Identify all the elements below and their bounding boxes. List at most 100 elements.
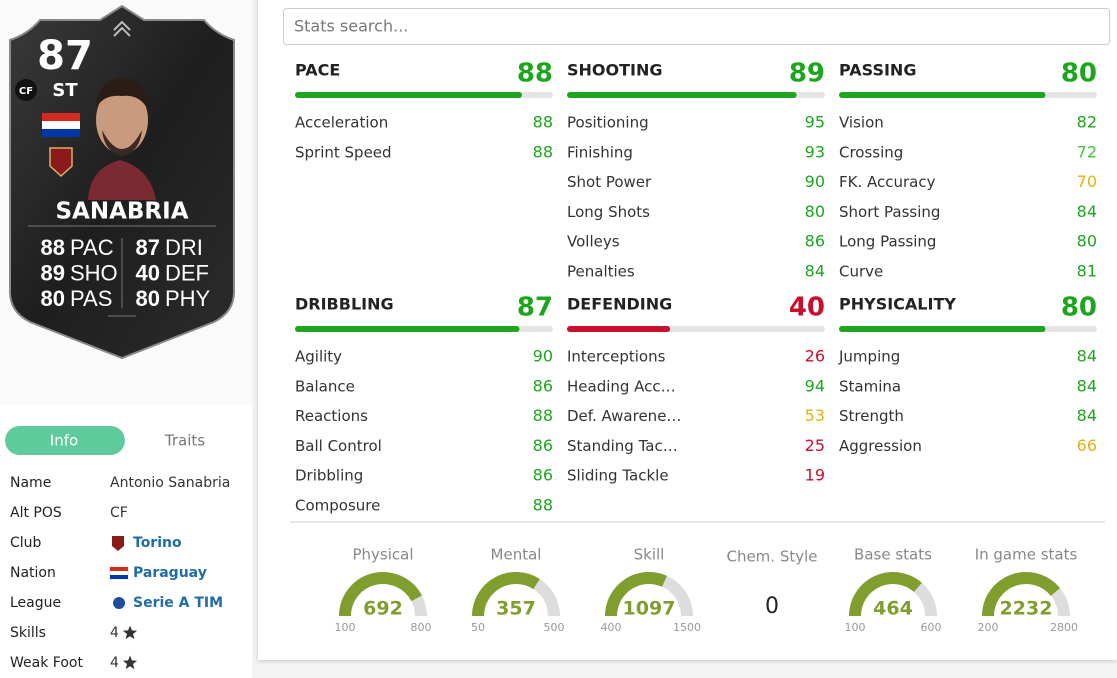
stat-value: 19 — [805, 466, 825, 485]
stat-bar — [567, 92, 797, 98]
stat-value: 66 — [1077, 436, 1097, 455]
info-value[interactable]: Torino — [133, 535, 182, 551]
stat-name: Ball Control — [295, 437, 382, 455]
gauge-max: 2800 — [1050, 621, 1078, 634]
tab[interactable]: Info — [50, 432, 78, 450]
info-value[interactable]: Serie A TIM — [133, 595, 223, 611]
club-crest — [49, 147, 73, 178]
stat-value: 88 — [533, 496, 553, 515]
card-stat-label: DRI — [165, 235, 203, 260]
stat-name: Sprint Speed — [295, 143, 392, 161]
stat-value: 53 — [805, 406, 825, 425]
gauge-value: 1097 — [623, 598, 676, 620]
gauge-arc — [605, 572, 667, 617]
stat-bar — [839, 92, 1046, 98]
stat-value: 86 — [533, 436, 553, 455]
stat-value: 88 — [533, 142, 553, 161]
info-label: Skills — [10, 625, 46, 641]
gauge-label: Physical — [352, 546, 413, 564]
gauge-value: 692 — [363, 598, 403, 620]
gauge-value: 464 — [873, 598, 913, 620]
stat-value: 84 — [805, 262, 825, 281]
group-name: DEFENDING — [567, 295, 672, 314]
stat-value: 94 — [805, 376, 825, 395]
stat-value: 82 — [1077, 113, 1097, 132]
stat-name: Shot Power — [567, 173, 652, 191]
card-stat-label: SHO — [70, 260, 118, 285]
card-name: SANABRIA — [55, 199, 188, 225]
tab-active[interactable] — [5, 426, 125, 455]
gauge-label: In game stats — [975, 546, 1078, 564]
card-rating: 87 — [37, 33, 93, 79]
stat-name: Reactions — [295, 407, 368, 425]
gauge-min: 200 — [978, 621, 999, 634]
stat-value: 70 — [1077, 172, 1097, 191]
stat-value: 86 — [533, 376, 553, 395]
info-label: Alt POS — [10, 505, 62, 521]
group-value: 87 — [517, 293, 553, 323]
stat-name: FK. Accuracy — [839, 173, 936, 191]
card-chevron — [113, 20, 131, 37]
stat-value: 86 — [805, 232, 825, 251]
card-stat-value: 40 — [136, 260, 160, 285]
gauge-arc — [982, 572, 1061, 617]
gauge-max: 600 — [921, 621, 942, 634]
club-icon — [112, 536, 124, 551]
card-stat-label: DEF — [165, 260, 209, 285]
group-name: DRIBBLING — [295, 295, 394, 314]
info-value: 4 — [110, 655, 119, 671]
gauge-label: Chem. Style — [726, 548, 817, 566]
info-value[interactable]: Paraguay — [133, 565, 207, 581]
stat-value: 95 — [805, 113, 825, 132]
group-name: PACE — [295, 61, 340, 80]
flag-stripe — [42, 129, 80, 137]
group-value: 80 — [1061, 59, 1097, 89]
stat-bar — [567, 326, 671, 332]
stat-name: Jumping — [838, 348, 900, 366]
group-name: PASSING — [839, 61, 916, 80]
search-input[interactable] — [283, 8, 1110, 45]
league-icon — [113, 597, 125, 609]
stat-name: Strength — [839, 407, 904, 425]
stat-value: 86 — [533, 466, 553, 485]
gauge-min: 400 — [601, 621, 622, 634]
gauge-value: 357 — [496, 598, 536, 620]
flag-stripe — [42, 113, 80, 121]
stat-name: Curve — [839, 263, 883, 281]
group-name: PHYSICALITY — [839, 295, 956, 314]
stat-bar — [295, 326, 520, 332]
gauge-arc — [849, 572, 922, 617]
gauge-label: Base stats — [854, 546, 932, 564]
info-value: Antonio Sanabria — [110, 475, 230, 491]
card-alt-position: CF — [19, 86, 33, 97]
player-photo — [88, 78, 156, 200]
card-stat-value: 89 — [41, 260, 65, 285]
gauge-max: 1500 — [673, 621, 701, 634]
stat-value: 84 — [1077, 202, 1097, 221]
card-stat-value: 80 — [136, 286, 160, 311]
info-label: Weak Foot — [10, 655, 83, 671]
gauge-min: 100 — [845, 621, 866, 634]
gauge-value: 0 — [765, 594, 779, 619]
stat-name: Penalties — [567, 263, 635, 281]
stat-value: 90 — [533, 347, 553, 366]
star-icon — [122, 655, 138, 670]
card-position: ST — [52, 80, 78, 101]
stat-name: Sliding Tackle — [567, 467, 669, 485]
stat-name: Positioning — [567, 114, 649, 132]
gauge-label: Skill — [634, 546, 665, 564]
gauge-min: 100 — [335, 621, 356, 634]
group-name: SHOOTING — [567, 61, 663, 80]
info-label: Name — [10, 475, 51, 491]
card-stat-label: PHY — [165, 286, 211, 311]
card-stat-value: 80 — [41, 286, 65, 311]
search-placeholder[interactable]: Stats search... — [294, 17, 408, 36]
stat-name: Long Shots — [567, 203, 650, 221]
stat-bar — [839, 326, 1046, 332]
tab[interactable]: Traits — [164, 432, 205, 450]
stat-name: Dribbling — [295, 467, 363, 485]
gauge-max: 500 — [544, 621, 565, 634]
gauge-value: 2232 — [1000, 598, 1053, 620]
